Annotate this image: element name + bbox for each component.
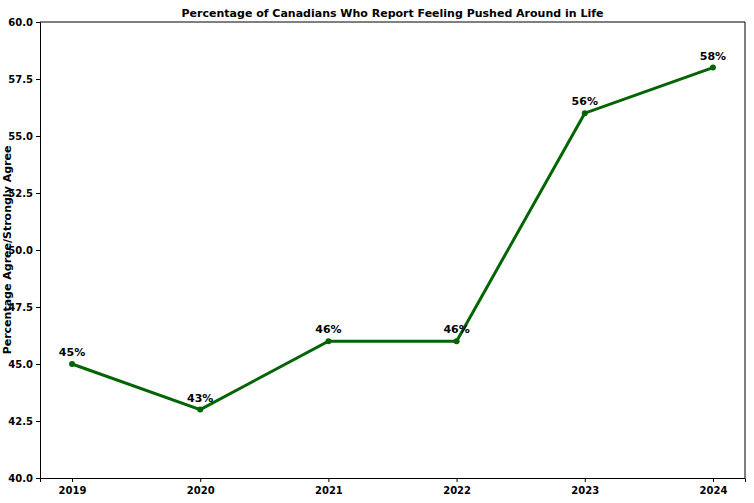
x-tick: 2021 bbox=[315, 478, 343, 496]
data-point bbox=[454, 338, 460, 344]
y-tick: 40.0 bbox=[8, 473, 40, 484]
x-tick-label: 2021 bbox=[315, 485, 343, 496]
y-tick-label: 55.0 bbox=[8, 131, 33, 142]
y-tick-mark bbox=[36, 136, 40, 137]
data-label: 56% bbox=[572, 95, 598, 108]
y-tick-mark bbox=[36, 421, 40, 422]
x-tick-label: 2019 bbox=[59, 485, 87, 496]
x-axis-line bbox=[41, 479, 746, 483]
x-tick-mark bbox=[457, 478, 458, 482]
x-tick-label: 2022 bbox=[443, 485, 471, 496]
y-tick: 42.5 bbox=[8, 416, 40, 427]
y-tick: 55.0 bbox=[8, 131, 40, 142]
y-tick-mark bbox=[36, 193, 40, 194]
data-point bbox=[325, 338, 331, 344]
chart: 40.042.545.047.550.052.555.057.560.02019… bbox=[0, 0, 754, 503]
data-label: 46% bbox=[315, 323, 341, 336]
data-label: 58% bbox=[700, 50, 726, 63]
frame-right bbox=[745, 22, 746, 478]
frame-top bbox=[40, 22, 745, 23]
data-point bbox=[710, 65, 716, 71]
data-labels: 45% 43% 46% 46% 56% 58% bbox=[59, 50, 726, 405]
plot-area bbox=[69, 65, 716, 413]
y-tick-mark bbox=[36, 478, 40, 479]
x-tick-mark bbox=[72, 478, 73, 482]
x-tick: 2019 bbox=[59, 478, 87, 496]
y-tick: 60.0 bbox=[8, 17, 40, 28]
y-tick-label: 60.0 bbox=[8, 17, 33, 28]
x-tick-mark bbox=[585, 478, 586, 482]
x-tick: 2024 bbox=[700, 478, 728, 496]
x-axis: 2019 2020 2021 2022 2023 2024 bbox=[41, 478, 746, 496]
x-tick: 2020 bbox=[187, 478, 215, 496]
data-point bbox=[69, 361, 75, 367]
data-label: 43% bbox=[187, 392, 213, 405]
y-tick-label: 40.0 bbox=[8, 473, 33, 484]
y-tick: 45.0 bbox=[8, 359, 40, 370]
data-point bbox=[582, 110, 588, 116]
data-line bbox=[72, 68, 713, 410]
data-point bbox=[197, 407, 203, 413]
y-tick-label: 57.5 bbox=[8, 74, 33, 85]
x-tick-label: 2024 bbox=[700, 485, 728, 496]
data-label: 46% bbox=[443, 323, 469, 336]
x-tick-label: 2020 bbox=[187, 485, 215, 496]
x-tick-mark bbox=[200, 478, 201, 482]
x-tick-mark bbox=[713, 478, 714, 482]
data-label: 45% bbox=[59, 346, 85, 359]
y-tick-mark bbox=[36, 79, 40, 80]
y-tick-mark bbox=[36, 250, 40, 251]
title: Percentage of Canadians Who Report Feeli… bbox=[182, 7, 604, 20]
y-tick-label: 42.5 bbox=[8, 416, 33, 427]
y-tick: 57.5 bbox=[8, 74, 40, 85]
y-tick-mark bbox=[36, 364, 40, 365]
y-tick-label: 45.0 bbox=[8, 359, 33, 370]
y-axis-title: Percentage Agree/Strongly Agree bbox=[1, 146, 14, 355]
y-axis-line bbox=[36, 23, 41, 479]
x-tick-label: 2023 bbox=[571, 485, 599, 496]
y-tick-mark bbox=[36, 307, 40, 308]
x-tick: 2023 bbox=[571, 478, 599, 496]
x-tick: 2022 bbox=[443, 478, 471, 496]
y-tick-mark bbox=[36, 22, 40, 23]
x-tick-mark bbox=[328, 478, 329, 482]
